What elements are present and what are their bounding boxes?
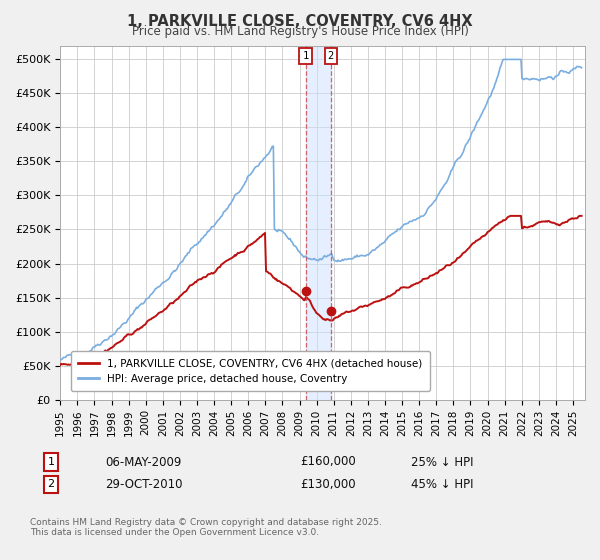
- Text: Contains HM Land Registry data © Crown copyright and database right 2025.
This d: Contains HM Land Registry data © Crown c…: [30, 518, 382, 538]
- Text: 1: 1: [47, 457, 55, 467]
- Text: 45% ↓ HPI: 45% ↓ HPI: [411, 478, 473, 491]
- Text: 06-MAY-2009: 06-MAY-2009: [105, 455, 181, 469]
- Text: Price paid vs. HM Land Registry's House Price Index (HPI): Price paid vs. HM Land Registry's House …: [131, 25, 469, 38]
- Legend: 1, PARKVILLE CLOSE, COVENTRY, CV6 4HX (detached house), HPI: Average price, deta: 1, PARKVILLE CLOSE, COVENTRY, CV6 4HX (d…: [71, 351, 430, 391]
- Text: 1: 1: [302, 51, 308, 61]
- Text: £130,000: £130,000: [300, 478, 356, 491]
- Text: 1, PARKVILLE CLOSE, COVENTRY, CV6 4HX: 1, PARKVILLE CLOSE, COVENTRY, CV6 4HX: [127, 14, 473, 29]
- Text: 29-OCT-2010: 29-OCT-2010: [105, 478, 182, 491]
- Bar: [305, 46, 331, 400]
- Text: 25% ↓ HPI: 25% ↓ HPI: [411, 455, 473, 469]
- Text: 2: 2: [328, 51, 334, 61]
- Text: 2: 2: [47, 479, 55, 489]
- Text: £160,000: £160,000: [300, 455, 356, 469]
